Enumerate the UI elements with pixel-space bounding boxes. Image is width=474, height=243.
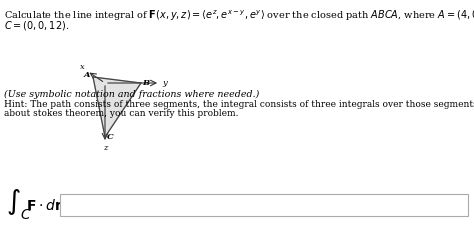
Text: B: B [143,79,150,87]
Text: x: x [80,63,84,71]
Text: C: C [107,133,113,141]
Text: A: A [84,71,90,79]
Text: Hint: The path consists of three segments, the integral consists of three integr: Hint: The path consists of three segment… [4,100,474,109]
Text: (Use symbolic notation and fractions where needed.): (Use symbolic notation and fractions whe… [4,90,259,99]
FancyBboxPatch shape [60,194,468,216]
Text: z: z [103,144,107,152]
Text: $\mathbf{F} \cdot d\mathbf{r} =$: $\mathbf{F} \cdot d\mathbf{r} =$ [26,198,76,212]
Text: $\int_C$: $\int_C$ [6,188,31,222]
Text: Calculate the line integral of $\mathbf{F}(x, y, z) = \langle e^z, e^{x-y}, e^y : Calculate the line integral of $\mathbf{… [4,9,474,23]
Text: y: y [163,79,167,87]
Text: $C = (0, 0, 12)$.: $C = (0, 0, 12)$. [4,19,69,32]
Text: about stokes theorem, you can verify this problem.: about stokes theorem, you can verify thi… [4,109,238,118]
Polygon shape [93,77,141,137]
